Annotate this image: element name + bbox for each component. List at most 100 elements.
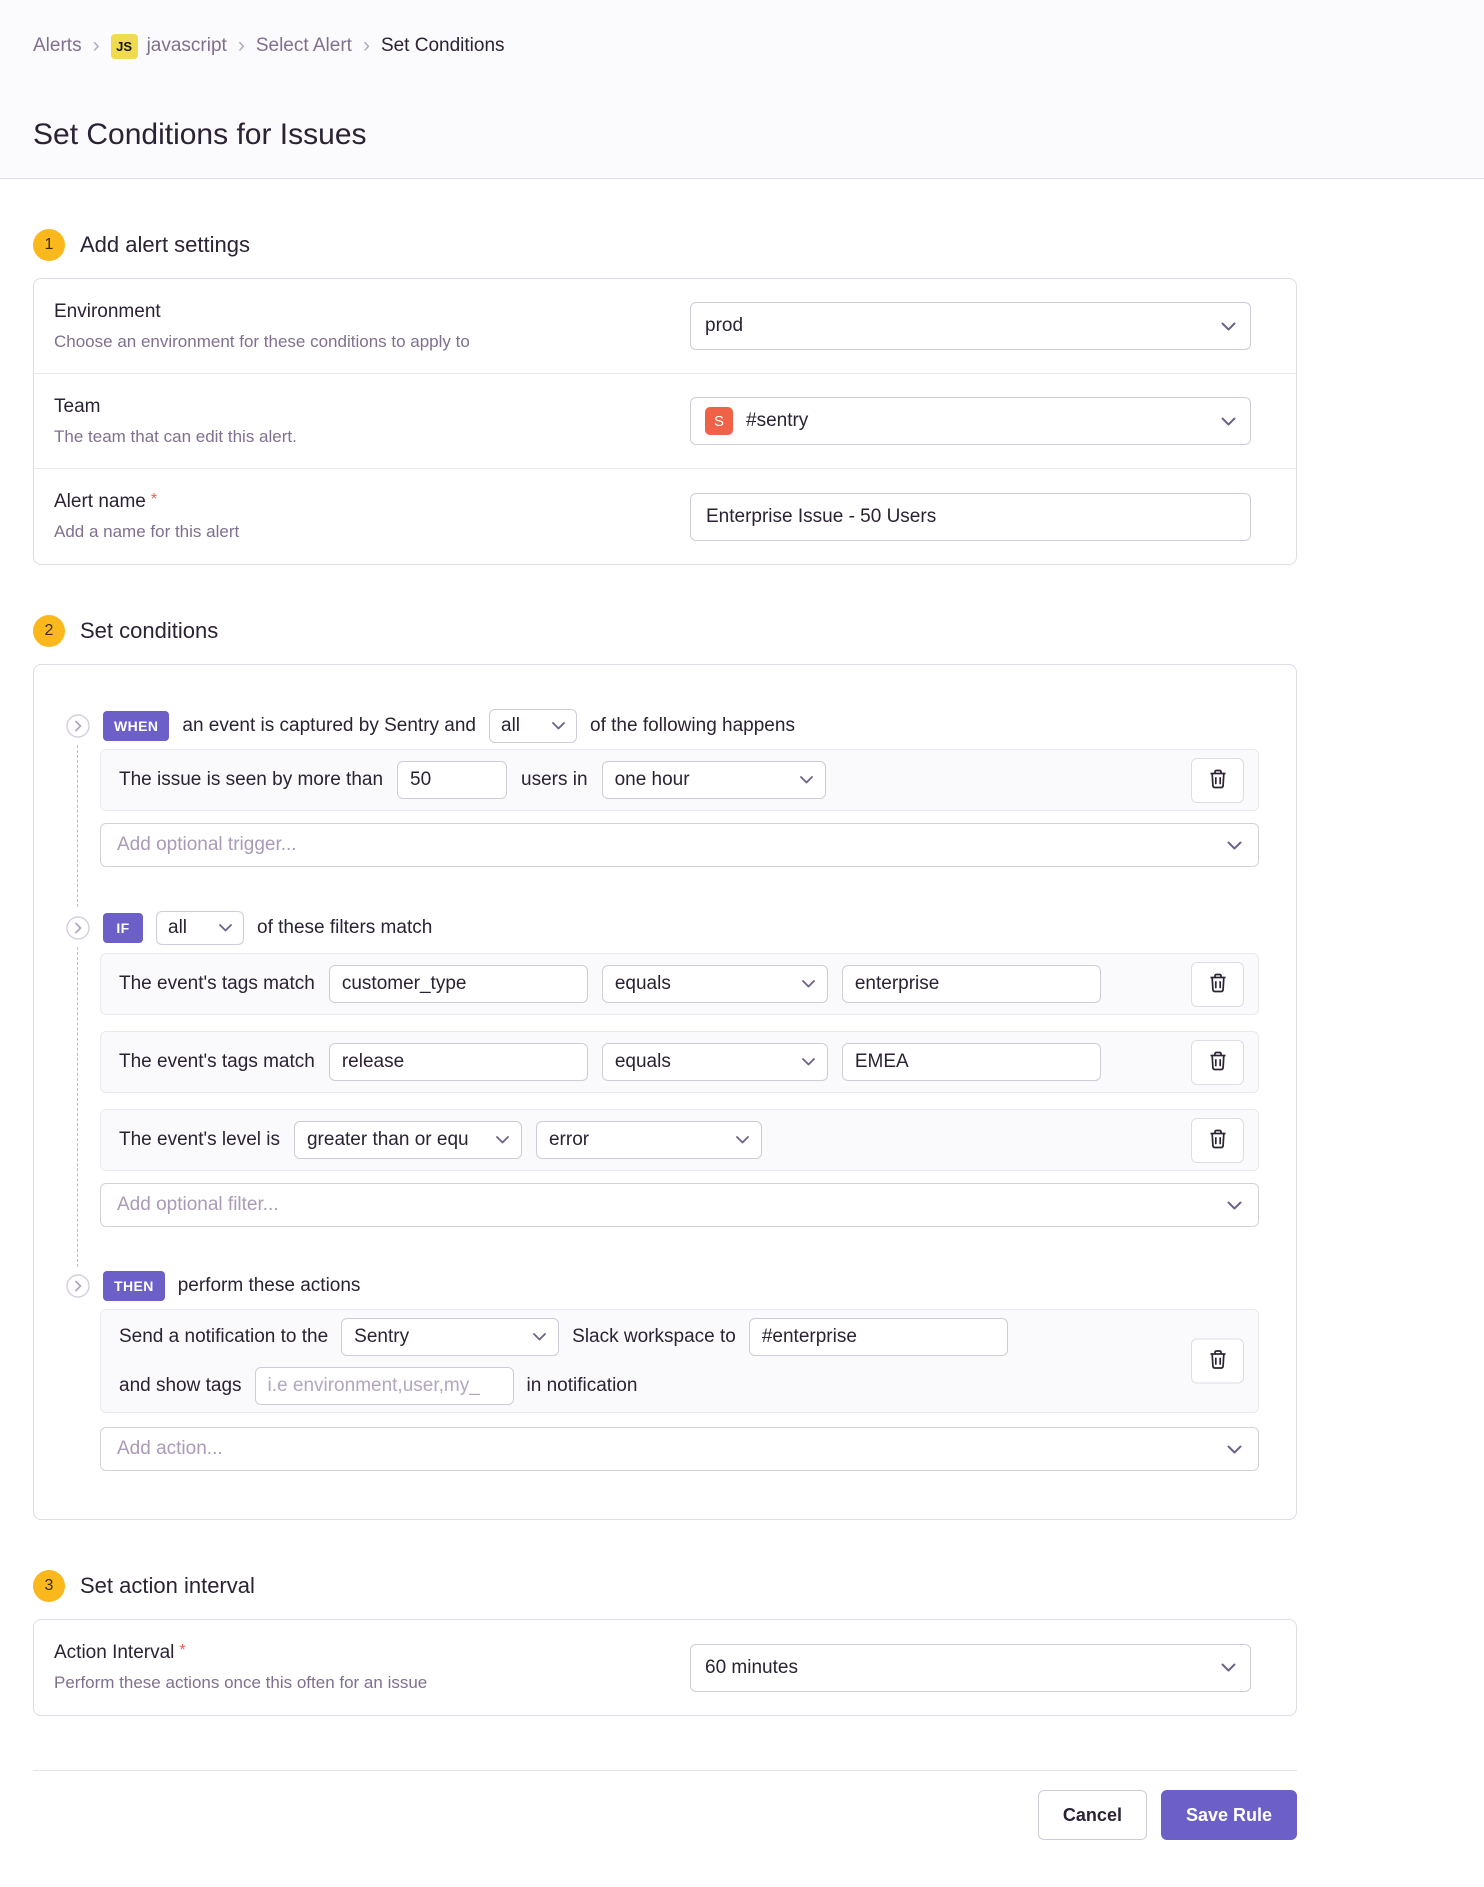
environment-description: Choose an environment for these conditio… bbox=[54, 331, 470, 351]
page-header: Alerts › JS javascript › Select Alert › … bbox=[0, 0, 1484, 179]
trash-icon bbox=[1209, 769, 1227, 792]
step-connector-line bbox=[77, 947, 78, 1267]
trigger-text-middle: users in bbox=[521, 769, 588, 790]
action-interval-panel: Action Interval * Perform these actions o… bbox=[33, 1619, 1297, 1716]
filter-text: The event's tags match bbox=[119, 1051, 315, 1072]
breadcrumb-select-alert[interactable]: Select Alert bbox=[255, 35, 352, 56]
chevron-down-icon bbox=[1221, 417, 1236, 426]
action-text-4: in notification bbox=[526, 1374, 638, 1396]
environment-row: Environment Choose an environment for th… bbox=[34, 279, 1296, 374]
level-operator-select[interactable]: greater than or equ bbox=[293, 1121, 522, 1159]
team-description: The team that can edit this alert. bbox=[54, 426, 297, 446]
add-trigger-select[interactable]: Add optional trigger... bbox=[100, 823, 1259, 867]
channel-input[interactable] bbox=[748, 1317, 1008, 1356]
environment-label: Environment bbox=[54, 300, 161, 322]
delete-filter-button[interactable] bbox=[1191, 1117, 1244, 1163]
workspace-select[interactable]: Sentry bbox=[341, 1317, 560, 1356]
team-avatar: S bbox=[705, 407, 733, 435]
alert-settings-panel: Environment Choose an environment for th… bbox=[33, 278, 1297, 565]
then-badge: THEN bbox=[103, 1271, 165, 1301]
trash-icon bbox=[1209, 973, 1227, 996]
action-interval-select[interactable]: 60 minutes bbox=[690, 1643, 1251, 1692]
breadcrumb-separator: › bbox=[362, 33, 370, 57]
filter-key-input[interactable] bbox=[328, 1043, 588, 1081]
chevron-down-icon bbox=[1227, 841, 1242, 850]
chevron-down-icon bbox=[801, 1058, 815, 1066]
trash-icon bbox=[1209, 1051, 1227, 1074]
chevron-down-icon bbox=[1227, 1445, 1242, 1454]
section-title: Set conditions bbox=[80, 618, 219, 643]
chevron-down-icon bbox=[533, 1332, 547, 1341]
chevron-down-icon bbox=[1221, 1663, 1236, 1672]
delete-filter-button[interactable] bbox=[1191, 961, 1244, 1007]
add-action-select[interactable]: Add action... bbox=[100, 1427, 1259, 1471]
then-step-header: THEN perform these actions bbox=[66, 1269, 1259, 1303]
chevron-right-circle-icon[interactable] bbox=[66, 1274, 90, 1298]
action-row: Send a notification to the Sentry Slack … bbox=[100, 1309, 1259, 1413]
filter-operator-select[interactable]: equals bbox=[601, 1043, 828, 1081]
action-text-3: and show tags bbox=[119, 1374, 242, 1396]
breadcrumb-project-label[interactable]: javascript bbox=[146, 35, 227, 56]
alert-name-input[interactable] bbox=[690, 492, 1251, 541]
delete-action-button[interactable] bbox=[1191, 1338, 1244, 1384]
cancel-button[interactable]: Cancel bbox=[1037, 1790, 1147, 1840]
alert-name-label-text: Alert name bbox=[54, 491, 146, 512]
trigger-count-input[interactable] bbox=[397, 761, 508, 799]
when-match-value: all bbox=[501, 715, 521, 736]
level-value-select[interactable]: error bbox=[535, 1121, 762, 1159]
filter-value-input[interactable] bbox=[841, 965, 1101, 1003]
filter-text: The event's level is bbox=[119, 1129, 280, 1150]
chevron-down-icon bbox=[799, 776, 813, 784]
filter-operator-select[interactable]: equals bbox=[601, 965, 828, 1003]
trash-icon bbox=[1209, 1350, 1227, 1373]
action-interval-label-text: Action Interval bbox=[54, 1642, 175, 1663]
when-step-header: WHEN an event is captured by Sentry and … bbox=[66, 709, 1259, 743]
then-text: perform these actions bbox=[177, 1275, 361, 1296]
breadcrumb-project[interactable]: JS javascript bbox=[110, 33, 227, 59]
chevron-right-circle-icon[interactable] bbox=[66, 916, 90, 940]
footer-divider bbox=[33, 1770, 1297, 1771]
when-match-select[interactable]: all bbox=[489, 709, 578, 743]
filter-text: The event's tags match bbox=[119, 973, 315, 994]
section-title: Add alert settings bbox=[80, 232, 250, 257]
delete-trigger-button[interactable] bbox=[1191, 757, 1244, 803]
breadcrumb: Alerts › JS javascript › Select Alert › … bbox=[33, 33, 1484, 59]
save-rule-button[interactable]: Save Rule bbox=[1160, 1790, 1297, 1840]
if-text-after: of these filters match bbox=[257, 917, 433, 938]
chevron-right-circle-icon[interactable] bbox=[66, 714, 90, 738]
breadcrumb-current: Set Conditions bbox=[380, 35, 505, 56]
filter-value-input[interactable] bbox=[841, 1043, 1101, 1081]
alert-name-description: Add a name for this alert bbox=[54, 522, 240, 541]
filter-key-input[interactable] bbox=[328, 965, 588, 1003]
team-select[interactable]: S #sentry bbox=[690, 397, 1251, 445]
tags-input[interactable] bbox=[254, 1366, 514, 1405]
trigger-condition-row: The issue is seen by more than users in … bbox=[100, 749, 1259, 811]
section-title: Set action interval bbox=[80, 1573, 255, 1598]
if-match-select[interactable]: all bbox=[156, 911, 244, 945]
environment-select[interactable]: prod bbox=[690, 302, 1251, 350]
section-heading-action-interval: 3 Set action interval bbox=[33, 1570, 1484, 1602]
team-select-value: #sentry bbox=[746, 410, 809, 431]
if-match-value: all bbox=[168, 917, 188, 938]
delete-filter-button[interactable] bbox=[1191, 1039, 1244, 1085]
breadcrumb-separator: › bbox=[237, 33, 245, 57]
when-text-before: an event is captured by Sentry and bbox=[182, 715, 477, 736]
when-badge: WHEN bbox=[103, 711, 170, 741]
trigger-text-before: The issue is seen by more than bbox=[119, 769, 384, 790]
action-interval-description: Perform these actions once this often fo… bbox=[54, 1673, 428, 1692]
trigger-interval-select[interactable]: one hour bbox=[601, 761, 826, 799]
alert-name-row: Alert name * Add a name for this alert bbox=[34, 469, 1296, 564]
chevron-down-icon bbox=[1227, 1201, 1242, 1210]
conditions-panel: WHEN an event is captured by Sentry and … bbox=[33, 664, 1297, 1520]
if-step-header: IF all of these filters match bbox=[66, 911, 1259, 945]
team-row: Team The team that can edit this alert. … bbox=[34, 374, 1296, 469]
filter-operator-value: equals bbox=[614, 973, 671, 994]
chevron-down-icon bbox=[552, 722, 565, 730]
step-number-badge: 1 bbox=[33, 229, 65, 261]
breadcrumb-alerts[interactable]: Alerts bbox=[33, 35, 82, 56]
step-number-badge: 3 bbox=[33, 1570, 65, 1602]
when-step-body: The issue is seen by more than users in … bbox=[100, 749, 1259, 867]
add-trigger-placeholder: Add optional trigger... bbox=[117, 834, 297, 855]
workspace-value: Sentry bbox=[354, 1325, 410, 1347]
add-filter-select[interactable]: Add optional filter... bbox=[100, 1183, 1259, 1227]
